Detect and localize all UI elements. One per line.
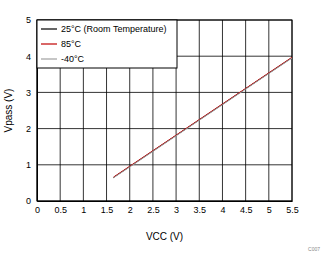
legend-box — [37, 20, 177, 68]
x-tick: 3.5 — [194, 201, 207, 215]
x-tick-label: 1 — [81, 205, 86, 215]
x-tick-label: 2.5 — [147, 205, 160, 215]
y-grid-line — [37, 92, 292, 93]
y-tick-label: 2 — [26, 124, 31, 134]
y-tick: 3 — [26, 88, 37, 98]
grid — [37, 20, 292, 201]
x-tick-label: 3.5 — [194, 205, 207, 215]
y-axis: 0 1 2 3 4 5 — [26, 15, 38, 206]
legend-label: -40°C — [61, 54, 85, 64]
x-tick: 0 — [35, 201, 40, 215]
series-line — [114, 58, 293, 178]
legend-swatch — [41, 43, 57, 44]
x-tick-label: 4 — [220, 205, 225, 215]
x-tick-label: 4.5 — [240, 205, 253, 215]
x-grid-line — [245, 20, 246, 201]
x-tick: 3 — [174, 201, 179, 215]
x-tick: 4 — [220, 201, 225, 215]
x-grid-line — [222, 20, 223, 201]
y-tick: 1 — [26, 160, 37, 170]
legend-label: 25°C (Room Temperature) — [61, 24, 166, 34]
y-axis-title: Vpass (V) — [3, 89, 14, 133]
x-grid-line — [199, 20, 200, 201]
y-tick-label: 5 — [26, 15, 31, 25]
y-grid-line — [37, 164, 292, 165]
x-tick: 1.5 — [101, 201, 114, 215]
x-tick: 2 — [128, 201, 133, 215]
x-tick-label: 5 — [267, 205, 272, 215]
x-tick: 0.5 — [54, 201, 67, 215]
legend: 25°C (Room Temperature) 85°C -40°C — [37, 20, 177, 68]
legend-label: 85°C — [61, 39, 82, 49]
y-tick: 2 — [26, 124, 37, 134]
x-tick: 5 — [267, 201, 272, 215]
x-grid-line — [268, 20, 269, 201]
x-tick-label: 1.5 — [101, 205, 114, 215]
y-tick: 4 — [26, 52, 37, 62]
series-line — [114, 58, 293, 178]
x-tick-label: 0 — [35, 205, 40, 215]
x-tick-label: 3 — [174, 205, 179, 215]
lines — [114, 57, 293, 178]
legend-swatch — [41, 58, 57, 59]
y-tick: 5 — [26, 15, 37, 25]
y-tick-label: 3 — [26, 88, 31, 98]
y-tick: 0 — [26, 196, 37, 206]
x-axis-title: VCC (V) — [146, 231, 183, 242]
x-tick-label: 2 — [128, 205, 133, 215]
chart: 0 0.5 1 1.5 2 2.5 3 3.5 4 4.5 5 5.5 0 1 2 3 4 5 VCC (V) Vpa… — [0, 0, 323, 254]
y-tick-label: 1 — [26, 160, 31, 170]
annotation: C007 — [308, 246, 320, 252]
series-line — [114, 57, 293, 177]
x-axis: 0 0.5 1 1.5 2 2.5 3 3.5 4 4.5 5 5.5 — [35, 201, 299, 215]
y-grid-line — [37, 128, 292, 129]
x-tick: 1 — [81, 201, 86, 215]
legend-swatch — [41, 28, 57, 29]
x-tick: 4.5 — [240, 201, 253, 215]
y-tick-label: 0 — [26, 196, 31, 206]
y-tick-label: 4 — [26, 52, 31, 62]
x-tick: 5.5 — [286, 201, 299, 215]
x-tick: 2.5 — [147, 201, 160, 215]
x-tick-label: 5.5 — [286, 205, 299, 215]
plot-frame — [37, 20, 292, 201]
x-tick-label: 0.5 — [54, 205, 67, 215]
